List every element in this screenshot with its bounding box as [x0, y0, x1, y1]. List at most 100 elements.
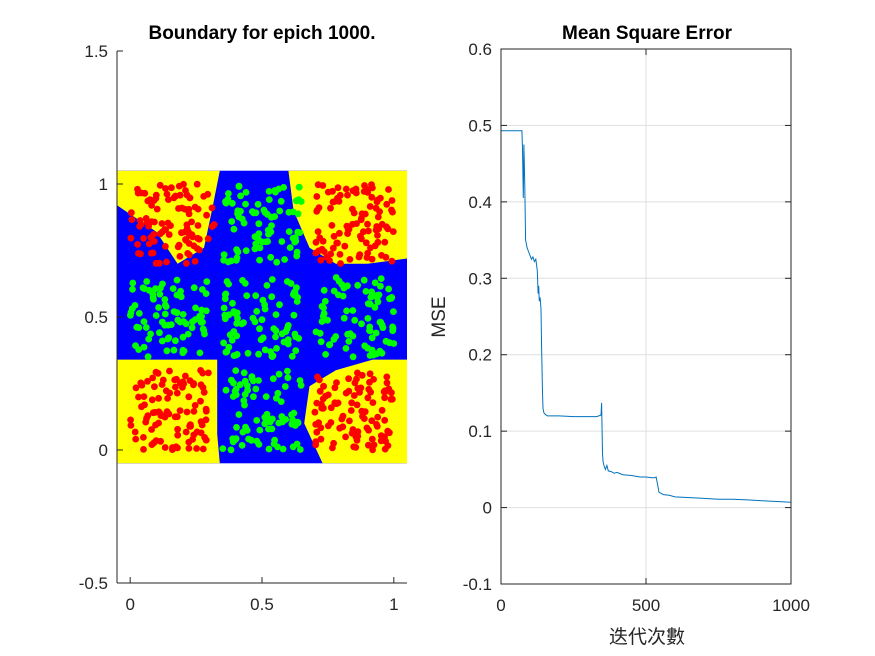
- red-point: [376, 208, 383, 216]
- green-point: [139, 284, 147, 292]
- green-point: [276, 207, 284, 215]
- green-point: [360, 276, 368, 284]
- mse-panel: Mean Square Error -0.100.10.20.30.40.50.…: [429, 23, 810, 648]
- green-point: [253, 437, 261, 445]
- green-point: [241, 280, 249, 287]
- mse-xtick-label: 1000: [772, 596, 810, 615]
- red-point: [144, 377, 151, 385]
- red-point: [203, 211, 211, 219]
- green-point: [242, 423, 249, 431]
- red-point: [131, 428, 139, 436]
- red-point: [382, 253, 390, 261]
- green-point: [254, 200, 262, 208]
- red-point: [182, 187, 189, 194]
- green-point: [390, 308, 397, 315]
- red-point: [174, 243, 182, 251]
- red-point: [381, 394, 388, 402]
- green-point: [372, 329, 380, 337]
- green-point: [255, 230, 263, 238]
- green-point: [190, 284, 198, 292]
- red-point: [368, 193, 376, 201]
- red-point: [161, 226, 169, 233]
- mse-series-line: [501, 130, 792, 503]
- red-point: [382, 437, 389, 445]
- green-point: [144, 353, 152, 361]
- red-point: [185, 393, 193, 401]
- red-point: [344, 191, 351, 199]
- green-point: [265, 425, 272, 433]
- green-point: [320, 304, 327, 312]
- boundary-panel: Boundary for epich 1000. -0.5 0 0.5 1 1.5 0 0.…: [79, 23, 407, 614]
- green-point: [233, 351, 241, 358]
- green-point: [358, 320, 365, 328]
- red-point: [313, 428, 321, 436]
- green-point: [242, 247, 250, 255]
- red-point: [381, 416, 389, 424]
- green-point: [296, 229, 304, 237]
- green-point: [377, 282, 384, 290]
- red-point: [319, 395, 327, 403]
- red-point: [383, 373, 391, 381]
- left-ytick-label: 0.5: [84, 308, 108, 327]
- red-point: [345, 387, 353, 395]
- green-point: [161, 310, 169, 318]
- red-point: [140, 235, 147, 242]
- red-point: [149, 374, 157, 382]
- green-point: [345, 338, 353, 345]
- green-point: [268, 222, 275, 230]
- green-point: [370, 351, 377, 359]
- green-point: [279, 445, 287, 453]
- green-point: [177, 287, 185, 295]
- red-point: [158, 220, 166, 227]
- green-point: [240, 369, 248, 377]
- green-point: [292, 333, 299, 341]
- red-point: [385, 186, 392, 193]
- green-point: [364, 344, 372, 352]
- red-point: [148, 396, 156, 404]
- red-point: [361, 210, 369, 218]
- red-point: [137, 221, 145, 228]
- green-point: [240, 219, 248, 227]
- green-point: [269, 375, 277, 383]
- red-point: [184, 250, 192, 257]
- red-point: [356, 251, 364, 258]
- red-point: [142, 215, 150, 222]
- red-point: [313, 193, 321, 200]
- red-point: [348, 399, 356, 407]
- red-point: [188, 218, 196, 226]
- green-point: [344, 330, 351, 338]
- green-point: [250, 393, 257, 401]
- green-point: [281, 383, 289, 390]
- green-point: [377, 275, 385, 282]
- green-point: [275, 370, 283, 378]
- green-point: [271, 436, 278, 444]
- red-point: [193, 180, 201, 188]
- green-point: [293, 284, 300, 292]
- red-point: [148, 441, 156, 448]
- red-point: [156, 181, 164, 189]
- green-point: [158, 337, 166, 345]
- red-point: [140, 446, 147, 453]
- red-point: [318, 245, 326, 253]
- green-point: [202, 290, 210, 297]
- green-point: [145, 335, 153, 343]
- green-point: [263, 282, 271, 289]
- green-point: [241, 401, 248, 409]
- green-point: [158, 318, 166, 326]
- red-point: [183, 260, 190, 267]
- green-point: [222, 290, 230, 298]
- green-point: [132, 342, 139, 349]
- red-point: [311, 408, 319, 416]
- green-point: [295, 196, 303, 204]
- red-point: [190, 380, 198, 387]
- green-point: [272, 333, 279, 341]
- red-point: [324, 391, 332, 399]
- mse-ytick-label: 0: [483, 499, 492, 518]
- red-point: [151, 218, 158, 226]
- red-point: [319, 182, 327, 189]
- green-point: [255, 377, 262, 384]
- left-ytick-label: 1.5: [84, 42, 108, 61]
- left-ytick-label: 1: [99, 175, 108, 194]
- green-point: [291, 422, 299, 429]
- green-point: [238, 442, 246, 449]
